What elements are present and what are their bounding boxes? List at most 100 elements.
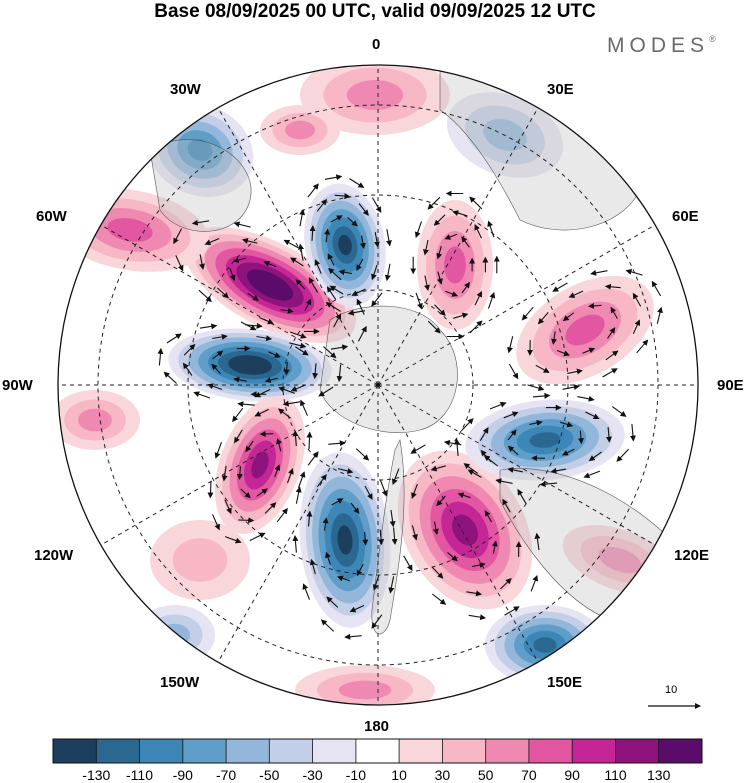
meridian-240: [100, 384, 379, 546]
wind-vector-93: [238, 517, 255, 524]
wind-vector-87: [236, 466, 243, 480]
wind-vector-89: [259, 431, 274, 438]
wind-vector-198: [582, 347, 596, 354]
wind-vector-44: [336, 364, 343, 383]
wind-vector-158: [530, 574, 539, 592]
wind-vector-86: [240, 488, 251, 499]
colorbar-tick-label: -30: [302, 767, 323, 783]
wind-vector-178: [507, 467, 523, 473]
wind-vector-217: [527, 384, 545, 392]
graticule: [58, 65, 698, 705]
lon-label-0: 0: [372, 36, 381, 53]
wind-vector-226: [445, 290, 459, 297]
wind-vector-105: [207, 480, 214, 499]
wind-vector-128: [391, 527, 398, 545]
wind-vector-54: [289, 331, 307, 339]
wind-vector-142: [472, 562, 486, 568]
wind-vector-179: [480, 449, 492, 463]
wind-vector-144: [432, 521, 439, 535]
wind-vector-232: [474, 290, 482, 306]
colorbar-swatch-0: [53, 739, 97, 763]
anomaly-lobe-3-level-5: [251, 451, 269, 479]
anomaly-lobe-6-level-5: [529, 432, 561, 448]
colorbar-swatch-2: [139, 739, 184, 763]
wind-vector-106: [214, 442, 223, 459]
wind-vector-146: [457, 492, 471, 499]
colorbar-swatch-5: [269, 739, 313, 763]
wind-vector-52: [199, 323, 218, 330]
wind-vector-227: [437, 271, 443, 285]
lon-label-60e: 60E: [672, 208, 699, 225]
wind-vector-25: [283, 239, 300, 249]
wind-vector-145: [436, 495, 446, 507]
meridian-300: [100, 224, 379, 386]
colorbar-swatch-4: [226, 739, 270, 763]
wind-vector-112: [362, 531, 369, 546]
wind-vector-172: [507, 429, 517, 441]
wind-vector-111: [306, 431, 313, 450]
wind-vector-153: [411, 483, 418, 499]
wind-vector-234: [434, 304, 446, 316]
wind-vector-168: [577, 430, 584, 445]
colorbar-tick-label: -10: [345, 767, 367, 783]
wind-vector-130: [371, 614, 383, 629]
wind-vector-201: [562, 312, 574, 322]
wind-vector-51: [166, 333, 182, 344]
wind-vector-237: [433, 214, 446, 226]
wind-vector-83: [371, 197, 382, 213]
wind-vector-157: [534, 532, 541, 551]
wind-vector-132: [320, 619, 335, 632]
colorbar-swatch-8: [399, 739, 443, 763]
wind-vector-81: [324, 174, 343, 181]
wind-vector-50: [157, 347, 164, 366]
wind-vector-95: [221, 465, 228, 482]
wind-vector-59: [327, 253, 335, 266]
wind-vector-16: [357, 325, 367, 342]
wind-vector-202: [588, 302, 602, 309]
lon-label-150w: 150W: [160, 674, 200, 691]
lon-label-150e: 150E: [547, 674, 583, 691]
wind-vector-216: [562, 384, 580, 391]
wind-vector-247: [414, 221, 423, 239]
wind-vector-31: [211, 363, 222, 375]
wind-vector-68: [309, 225, 316, 241]
wind-vector-53: [245, 322, 263, 329]
wind-vectors: [157, 174, 663, 640]
anomaly-lobe-0-level-7: [257, 276, 283, 294]
colorbar-tick-label: 30: [434, 767, 451, 783]
wind-vector-181: [503, 411, 519, 419]
meridian-60: [377, 224, 656, 386]
wind-vector-135: [295, 486, 302, 504]
wind-vector-9: [259, 316, 274, 325]
wind-vector-78: [298, 243, 305, 261]
wind-vector-23: [191, 219, 210, 226]
colorbar-tick-label: 70: [521, 767, 537, 783]
wind-vector-107: [232, 407, 244, 423]
wind-vector-119: [378, 529, 385, 546]
wind-vector-40: [183, 343, 196, 356]
wind-vector-137: [328, 440, 346, 447]
wind-vector-28: [283, 361, 290, 376]
wind-vector-76: [325, 302, 341, 312]
wind-vector-63: [373, 232, 380, 248]
wind-vector-115: [325, 551, 331, 565]
wind-vector-188: [495, 478, 513, 485]
wind-vector-139: [379, 480, 388, 497]
wind-vector-152: [411, 525, 418, 541]
wind-vector-82: [349, 178, 365, 188]
anomaly-lobe-13-level-1: [172, 538, 228, 582]
anomaly-lobe-4-level-6: [337, 525, 353, 555]
anomaly-lobe-11-level-4: [187, 139, 213, 161]
wind-vector-235: [424, 275, 430, 291]
wind-vector-206: [567, 368, 583, 375]
lon-label-30w: 30W: [170, 81, 201, 98]
wind-vector-114: [336, 575, 351, 582]
wind-vector-219: [507, 336, 514, 354]
wind-vector-70: [334, 193, 351, 200]
wind-vector-109: [278, 386, 296, 394]
colorbar-swatch-3: [182, 739, 227, 763]
anomaly-lobe-19-level-2: [285, 120, 315, 140]
reference-vector-label: 10: [665, 684, 678, 696]
wind-vector-77: [308, 277, 319, 293]
wind-vector-5: [263, 261, 277, 268]
